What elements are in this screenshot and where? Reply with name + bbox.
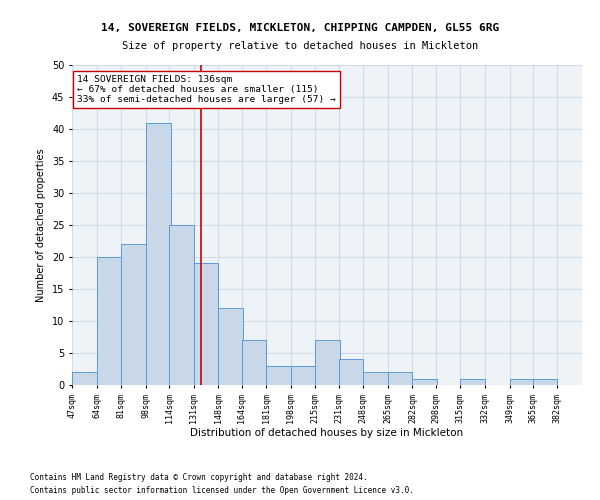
- Y-axis label: Number of detached properties: Number of detached properties: [37, 148, 46, 302]
- Bar: [533, 378, 557, 385]
- Bar: [194, 264, 218, 385]
- Bar: [412, 378, 437, 385]
- Bar: [97, 257, 121, 385]
- Bar: [242, 340, 266, 385]
- Text: 14, SOVEREIGN FIELDS, MICKLETON, CHIPPING CAMPDEN, GL55 6RG: 14, SOVEREIGN FIELDS, MICKLETON, CHIPPIN…: [101, 22, 499, 32]
- Text: Contains public sector information licensed under the Open Government Licence v3: Contains public sector information licen…: [30, 486, 414, 495]
- Text: Size of property relative to detached houses in Mickleton: Size of property relative to detached ho…: [122, 41, 478, 51]
- Bar: [146, 122, 170, 385]
- Text: Contains HM Land Registry data © Crown copyright and database right 2024.: Contains HM Land Registry data © Crown c…: [30, 474, 368, 482]
- X-axis label: Distribution of detached houses by size in Mickleton: Distribution of detached houses by size …: [190, 428, 464, 438]
- Bar: [316, 340, 340, 385]
- Bar: [266, 366, 291, 385]
- Bar: [291, 366, 316, 385]
- Bar: [388, 372, 412, 385]
- Bar: [218, 308, 243, 385]
- Bar: [121, 244, 146, 385]
- Bar: [363, 372, 388, 385]
- Bar: [460, 378, 485, 385]
- Text: 14 SOVEREIGN FIELDS: 136sqm
← 67% of detached houses are smaller (115)
33% of se: 14 SOVEREIGN FIELDS: 136sqm ← 67% of det…: [77, 74, 336, 104]
- Bar: [509, 378, 534, 385]
- Bar: [338, 360, 363, 385]
- Bar: [72, 372, 97, 385]
- Bar: [169, 225, 194, 385]
